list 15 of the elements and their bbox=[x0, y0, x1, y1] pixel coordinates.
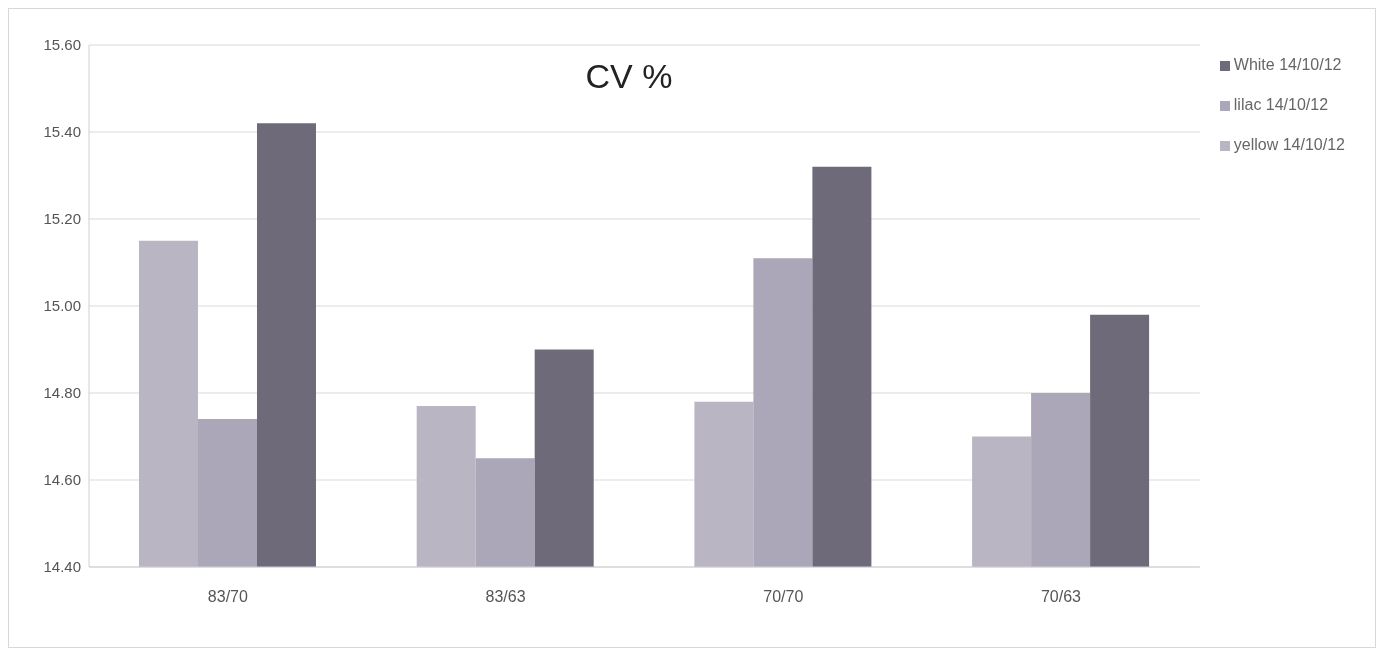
x-tick-label: 70/70 bbox=[763, 588, 804, 606]
legend-label: yellow 14/10/12 bbox=[1233, 136, 1345, 153]
y-tick-label: 15.60 bbox=[43, 36, 81, 54]
legend-label: lilac 14/10/12 bbox=[1233, 96, 1329, 113]
y-tick-label: 15.40 bbox=[43, 123, 81, 141]
x-tick-label: 83/63 bbox=[485, 588, 526, 606]
legend-label: White 14/10/12 bbox=[1233, 56, 1342, 73]
y-tick-label: 15.20 bbox=[43, 210, 81, 228]
chart-title: CV % bbox=[584, 57, 674, 96]
y-tick-label: 14.80 bbox=[43, 384, 81, 402]
y-tick-label: 14.60 bbox=[43, 471, 81, 489]
x-tick-label: 83/70 bbox=[207, 588, 248, 606]
y-tick-label: 15.00 bbox=[43, 297, 81, 315]
y-tick-label: 14.40 bbox=[43, 558, 81, 576]
x-tick-label: 70/63 bbox=[1040, 588, 1082, 606]
